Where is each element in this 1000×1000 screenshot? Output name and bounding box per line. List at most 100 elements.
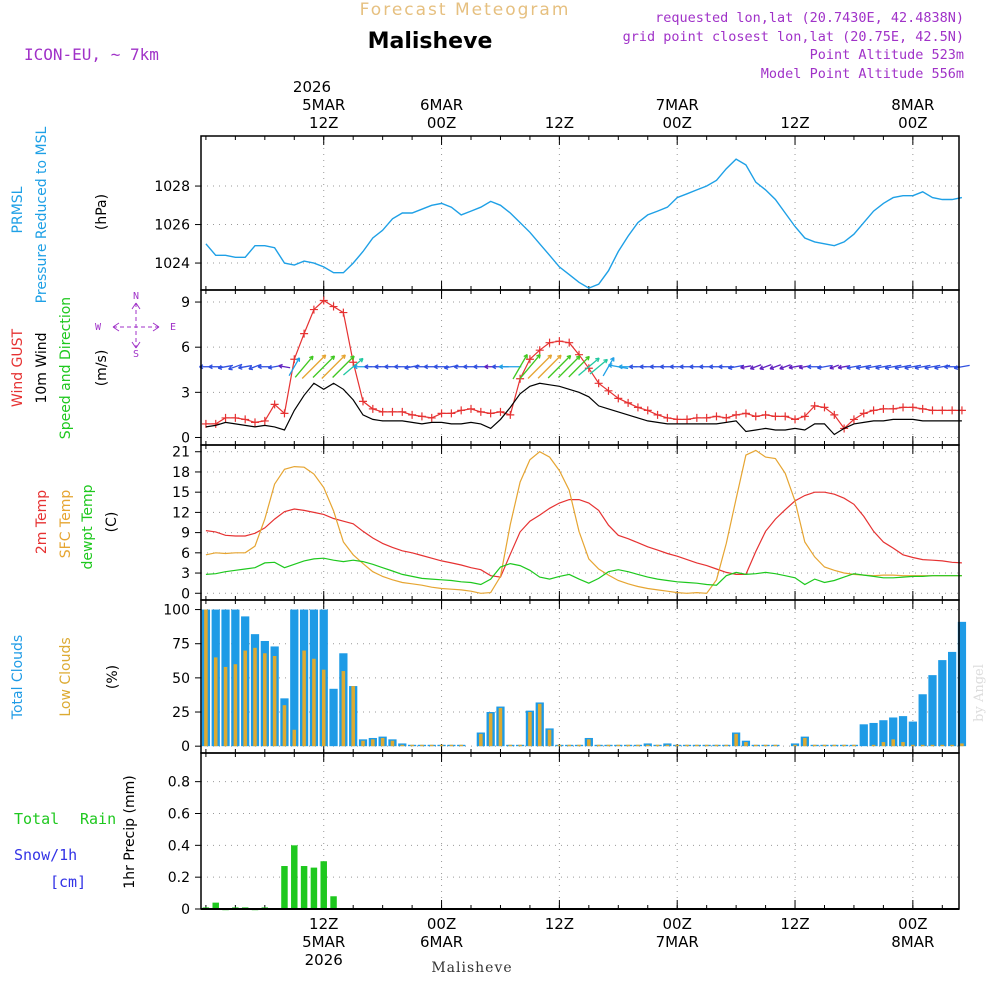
wind-arrow (278, 365, 291, 369)
top-time-label: 12Z (545, 114, 574, 132)
wind-arrow-head (759, 365, 764, 371)
top-time-label: 12Z (780, 114, 809, 132)
dewpt-label: dewpt Temp (80, 484, 96, 569)
low-cloud-bar (321, 669, 326, 747)
wind-unit: (m/s) (94, 350, 110, 387)
prmsl-label: PRMSL (10, 186, 26, 233)
top-time-label: 00Z (663, 114, 692, 132)
temp-tick-label: 15 (172, 485, 190, 501)
wind-arrow-head (278, 363, 283, 369)
wind-arrow-head (689, 364, 694, 370)
wind-arrow (294, 355, 314, 378)
gust-marker (447, 409, 456, 418)
wind-arrow-head (875, 365, 880, 371)
gust-marker (378, 407, 387, 416)
low-cloud-bar (891, 739, 895, 747)
low-cloud-bar (734, 733, 738, 747)
bottom-time-label: 7MAR (656, 933, 699, 951)
gust-marker (221, 413, 230, 422)
wind-arrow (740, 365, 752, 369)
precip-tick-label: 0.8 (168, 775, 190, 791)
gust-marker (604, 386, 613, 395)
wind-arrow-head (709, 364, 714, 370)
low-cloud-bar (351, 686, 355, 747)
low-cloud-bar (488, 713, 493, 747)
low-cloud-bar (400, 744, 405, 747)
cloud-unit: (%) (105, 665, 121, 689)
gust-marker (260, 416, 269, 425)
wind-arrow-head (295, 357, 301, 362)
cloud-tick-label: 75 (172, 637, 190, 653)
gust-marker (486, 409, 495, 418)
wind-arrow-head (267, 364, 273, 370)
low-cloud-bar (439, 744, 444, 747)
gust-marker (938, 406, 947, 415)
gust-marker (309, 305, 318, 314)
wind-arrow-head (394, 364, 399, 370)
wind-arrow-head (433, 364, 438, 370)
total-cloud-bar (329, 688, 338, 747)
wind-arrow-head (740, 364, 745, 370)
prmsl-desc-label: Pressure Reduced to MSL (34, 126, 50, 303)
low-cloud-bar (302, 650, 306, 747)
wind-arrow (728, 364, 744, 369)
wind-label: 10m Wind (34, 332, 50, 403)
low-cloud-bar (390, 740, 395, 747)
low-cloud-bar (557, 744, 562, 747)
cloud-tick-label: 0 (181, 739, 190, 755)
snow-label: Snow/1h (14, 846, 77, 864)
precip-tick-label: 0.4 (168, 838, 190, 854)
gridpoint-coords: grid point closest lon,lat (20.75E, 42.5… (623, 29, 964, 45)
wind-arrow (829, 364, 839, 369)
low-cloud-bar (518, 744, 522, 747)
gust-marker (712, 412, 721, 421)
temp-tick-label: 3 (181, 566, 190, 582)
low-cloud-bar (577, 744, 581, 747)
precip-tick-label: 0 (181, 902, 190, 918)
low-cloud-bar (223, 666, 228, 747)
gust-marker (408, 410, 417, 419)
pressure-panel: PRMSL Pressure Reduced to MSL (hPa) 1024… (10, 126, 963, 303)
wind-arrow-head (924, 365, 929, 371)
bottom-time-label: 12Z (545, 915, 574, 933)
wind-arrow-head (639, 364, 644, 370)
top-time-label: 8MAR (891, 96, 934, 114)
pressure-unit: (hPa) (94, 194, 110, 230)
low-cloud-bar (871, 744, 876, 747)
total-cloud-bar (859, 724, 868, 747)
wind-arrow (894, 364, 912, 369)
wind-arrow-head (585, 355, 590, 361)
gust-marker (732, 410, 741, 419)
wind-arrow (248, 363, 262, 370)
wind-arrow (519, 354, 541, 380)
gust-marker (300, 329, 309, 338)
wind-arrow (779, 364, 791, 370)
low-cloud-bar (498, 707, 503, 747)
wind-arrow-head (463, 364, 468, 370)
low-cloud-bar (881, 742, 886, 747)
gust-marker (231, 413, 240, 422)
wind-arrow-head (217, 365, 223, 370)
low-cloud-bar (479, 733, 483, 747)
low-cloud-bar (940, 744, 945, 747)
wind-arrow-head (248, 365, 253, 371)
precip-tick-label: 0.2 (168, 870, 190, 886)
low-cloud-bar (420, 744, 424, 747)
low-cloud-bar (832, 744, 837, 747)
gust-marker (368, 404, 377, 413)
low-cloud-bar (341, 671, 346, 747)
precip-tick-label: 0.6 (168, 806, 190, 822)
total-cloud-bar (908, 721, 917, 747)
wind-arrow-head (575, 355, 581, 361)
gust-marker (545, 338, 554, 347)
wind-arrow-head (934, 365, 939, 371)
bottom-time-label: 6MAR (420, 933, 463, 951)
wind-arrow (288, 357, 300, 376)
gust-marker (624, 398, 633, 407)
wind-arrow-head (618, 364, 623, 370)
low-cloud-bar (272, 656, 277, 747)
low-cloud-bar (763, 744, 768, 747)
low-cloud-bar (537, 703, 542, 747)
gust-label: Wind GUST (10, 328, 26, 407)
wind-arrow (750, 364, 762, 370)
